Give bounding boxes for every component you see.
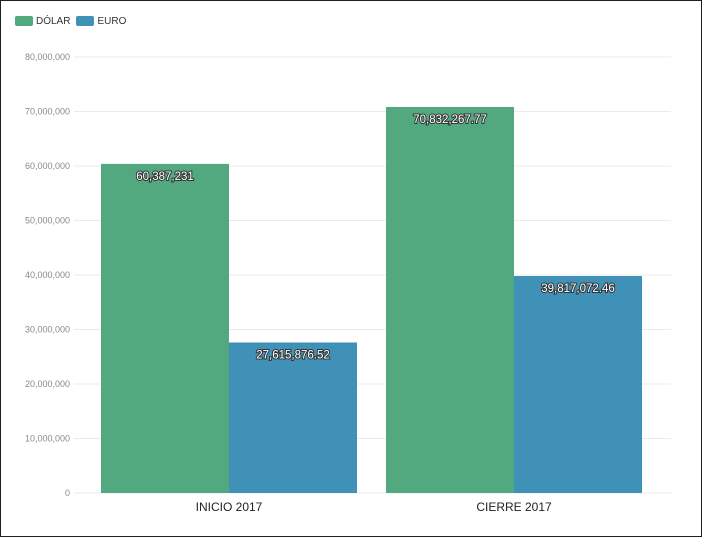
- bar-euro-cierre[interactable]: [514, 275, 642, 493]
- y-tick-label: 60,000,000: [25, 161, 70, 171]
- y-tick-label: 20,000,000: [25, 379, 70, 389]
- legend-swatch-dolar: [15, 16, 33, 26]
- bar-euro-inicio[interactable]: [229, 342, 357, 493]
- data-label: 27,615,876.52: [256, 349, 330, 361]
- y-tick-label: 70,000,000: [25, 107, 70, 117]
- data-label: 70,832,267.77: [413, 114, 487, 126]
- x-tick-label: CIERRE 2017: [476, 500, 552, 514]
- bar-dolar-inicio[interactable]: [101, 163, 229, 493]
- y-tick-label: 80,000,000: [25, 52, 70, 62]
- legend: DÓLAR EURO: [15, 14, 132, 28]
- legend-item-dolar[interactable]: DÓLAR: [15, 16, 70, 27]
- data-label: 60,387,231: [136, 171, 194, 183]
- y-tick-label: 40,000,000: [25, 270, 70, 280]
- y-tick-label: 10,000,000: [25, 434, 70, 444]
- legend-label-euro: EURO: [97, 15, 127, 27]
- data-labels: 60,387,231 27,615,876.52 70,832,267.77 39,8…: [135, 113, 616, 363]
- x-axis: INICIO 2017 CIERRE 2017: [196, 500, 552, 514]
- y-tick-label: 30,000,000: [25, 325, 70, 335]
- legend-item-euro[interactable]: EURO: [76, 16, 126, 27]
- y-tick-label: 50,000,000: [25, 216, 70, 226]
- y-tick-label: 0: [65, 488, 70, 498]
- legend-label-dolar: DÓLAR: [36, 15, 71, 27]
- bars: [101, 106, 642, 493]
- bar-dolar-cierre[interactable]: [386, 106, 514, 493]
- y-axis: 0 10,000,000 20,000,000 30,000,000 40,000,00…: [25, 52, 70, 498]
- legend-swatch-euro: [76, 16, 95, 26]
- x-tick-label: INICIO 2017: [196, 500, 263, 514]
- data-label: 39,817,072.46: [541, 283, 615, 295]
